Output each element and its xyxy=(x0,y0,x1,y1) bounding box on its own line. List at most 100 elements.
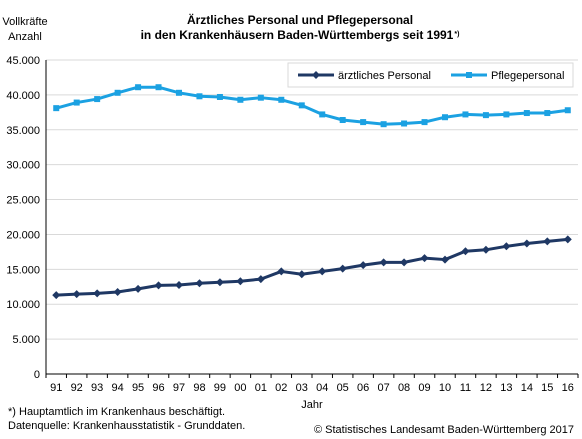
x-tick-label: 15 xyxy=(541,382,553,394)
x-tick-label: 96 xyxy=(152,382,164,394)
data-point xyxy=(522,239,531,248)
data-point xyxy=(563,235,572,244)
data-point xyxy=(113,288,122,297)
series-group xyxy=(52,84,572,300)
y-axis-label-line1: Vollkräfte xyxy=(2,16,47,28)
legend-label-pflege: Pflegepersonal xyxy=(491,70,564,82)
data-point xyxy=(94,96,101,103)
data-point xyxy=(502,242,511,251)
legend-label-aerztliches: ärztliches Personal xyxy=(338,70,431,82)
data-point xyxy=(481,245,490,254)
data-point xyxy=(114,89,121,96)
source-note: Datenquelle: Krankenhausstatistik - Grun… xyxy=(8,420,246,432)
x-axis-label: Jahr xyxy=(301,399,323,411)
chart-title-text: in den Krankenhäusern Baden-Württembergs… xyxy=(141,28,454,42)
y-tick-label: 35.000 xyxy=(6,125,40,137)
data-point xyxy=(379,258,388,267)
x-tick-label: 97 xyxy=(173,382,185,394)
data-point xyxy=(278,96,285,103)
x-tick-label: 05 xyxy=(337,382,349,394)
data-point xyxy=(237,96,244,103)
chart-title-footnote-mark: *) xyxy=(454,31,459,38)
x-tick-label: 01 xyxy=(255,382,267,394)
data-point xyxy=(318,267,327,276)
data-point xyxy=(339,117,346,124)
y-tick-label: 40.000 xyxy=(6,90,40,102)
data-point xyxy=(462,111,469,118)
data-point xyxy=(319,111,326,118)
y-axis-label-line2: Anzahl xyxy=(8,31,42,43)
x-tick-label: 95 xyxy=(132,382,144,394)
x-tick-label: 00 xyxy=(234,382,246,394)
data-point xyxy=(196,93,203,100)
x-tick-label: 12 xyxy=(480,382,492,394)
x-tick-label: 13 xyxy=(500,382,512,394)
data-point xyxy=(155,84,162,91)
x-tick-label: 99 xyxy=(214,382,226,394)
copyright: © Statistisches Landesamt Baden-Württemb… xyxy=(313,424,574,436)
data-point xyxy=(73,99,80,106)
series-line-0 xyxy=(56,237,568,297)
y-tick-label: 45.000 xyxy=(6,55,40,67)
data-point xyxy=(359,261,368,270)
x-tick-label: 09 xyxy=(418,382,430,394)
x-tick-label: 04 xyxy=(316,382,328,394)
data-point xyxy=(176,89,182,96)
data-point xyxy=(297,270,306,279)
data-point xyxy=(154,281,163,290)
data-point xyxy=(400,258,409,267)
data-point xyxy=(135,84,142,91)
x-tick-label: 06 xyxy=(357,382,369,394)
data-point xyxy=(93,289,102,298)
x-tick-label: 07 xyxy=(377,382,389,394)
y-tick-label: 20.000 xyxy=(6,229,40,241)
legend: ärztliches Personal Pflegepersonal xyxy=(287,62,574,88)
y-tick-label: 0 xyxy=(34,369,40,381)
y-tick-label: 10.000 xyxy=(6,299,40,311)
data-point xyxy=(216,93,223,100)
data-point xyxy=(441,255,449,264)
data-point xyxy=(543,237,552,246)
data-point xyxy=(482,112,489,119)
x-tick-label: 03 xyxy=(296,382,308,394)
data-point xyxy=(401,120,408,127)
data-point xyxy=(420,254,429,263)
chart-title-line2: in den Krankenhäusern Baden-Württembergs… xyxy=(141,28,460,42)
x-tick-label: 93 xyxy=(91,382,103,394)
gridlines xyxy=(46,59,578,340)
footnote: *) Hauptamtlich im Krankenhaus beschäfti… xyxy=(8,406,226,418)
data-point xyxy=(298,102,305,109)
data-point xyxy=(442,114,448,121)
x-tick-label: 91 xyxy=(50,382,62,394)
data-point xyxy=(564,107,571,114)
y-tick-label: 30.000 xyxy=(6,160,40,172)
data-point xyxy=(523,110,530,117)
data-point xyxy=(195,279,204,288)
data-point xyxy=(380,121,387,128)
x-tick-label: 92 xyxy=(71,382,83,394)
data-point xyxy=(503,111,510,118)
series-line-1 xyxy=(55,85,568,126)
data-point xyxy=(257,94,264,101)
y-tick-label: 15.000 xyxy=(6,264,40,276)
y-tick-label: 25.000 xyxy=(6,195,40,207)
x-tick-label: 11 xyxy=(460,382,471,394)
data-point xyxy=(72,290,81,299)
data-point xyxy=(360,119,367,126)
data-point xyxy=(277,267,286,276)
data-point xyxy=(338,264,347,273)
data-point xyxy=(461,247,470,256)
chart-title-line1: Ärztliches Personal und Pflegepersonal xyxy=(187,12,413,27)
data-point xyxy=(175,281,183,290)
data-point xyxy=(134,284,143,293)
data-point xyxy=(236,277,245,286)
x-tick-label: 16 xyxy=(562,382,574,394)
x-tick-label: 02 xyxy=(275,382,287,394)
data-point xyxy=(421,119,428,126)
data-point xyxy=(256,275,265,284)
y-tick-labels: 0 5.000 10.000 15.000 20.000 25.000 30.000 35.0… xyxy=(6,55,40,381)
y-tick-label: 5.000 xyxy=(12,334,40,346)
data-point xyxy=(52,291,61,300)
x-tick-label: 14 xyxy=(521,382,533,394)
data-point xyxy=(215,278,224,287)
